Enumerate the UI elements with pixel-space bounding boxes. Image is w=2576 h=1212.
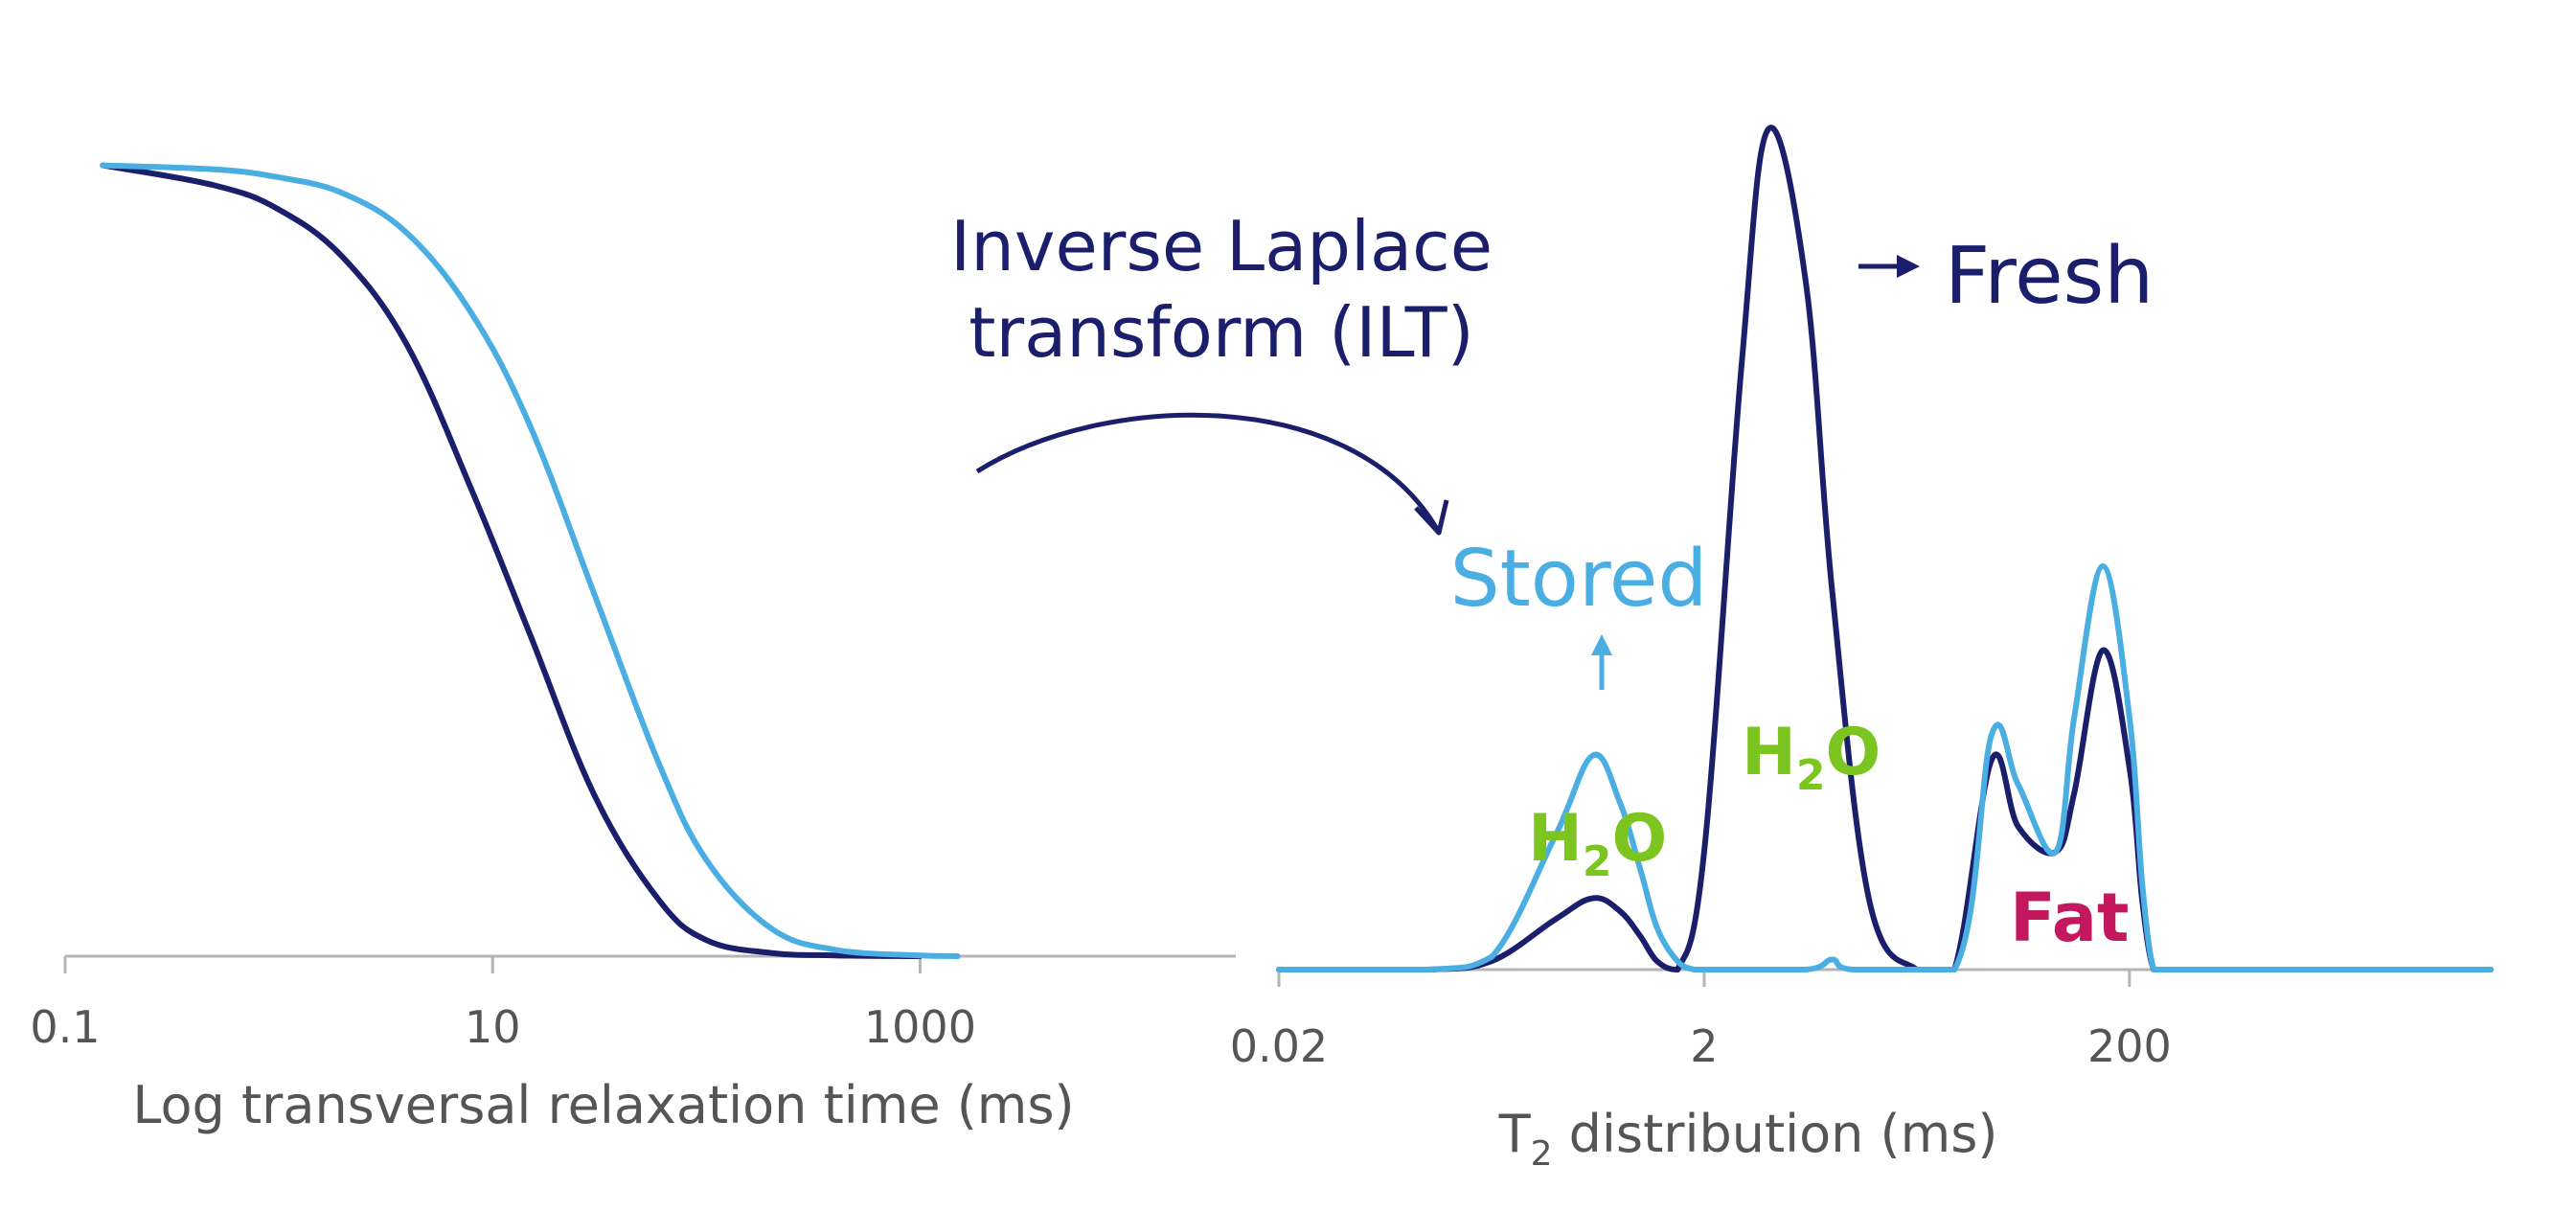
water-label-o: O: [1826, 715, 1881, 790]
water-label-sub: 2: [1583, 837, 1612, 886]
right-series: [1276, 125, 2494, 973]
right-series-fresh-line: [1276, 125, 2494, 973]
left-x-axis-title: Log transversal relaxation time (ms): [132, 1075, 1074, 1135]
right-x-ticks: 0.02 2 200: [1230, 970, 2172, 1072]
right-x-tick-label: 0.02: [1230, 1020, 1328, 1072]
water-label-stored-peak: H2O: [1528, 801, 1667, 886]
water-label-h: H: [1528, 801, 1583, 877]
left-series-stored-line: [100, 162, 961, 959]
ilt-arrowhead-icon: [1414, 499, 1449, 536]
right-series-stored-line: [1276, 563, 2494, 973]
ilt-curved-arrow: [975, 412, 1440, 531]
right-x-axis-title-main: T: [1498, 1104, 1532, 1164]
stored-arrowhead-icon: [1591, 634, 1612, 655]
water-label-h: H: [1742, 715, 1796, 790]
left-x-tick-label: 10: [465, 1001, 521, 1053]
left-series: [100, 162, 961, 959]
right-x-axis-title: T2 distribution (ms): [1498, 1104, 1998, 1174]
t2-distribution-panel: 0.02 2 200 T2 distribution (ms): [1230, 125, 2494, 1174]
fresh-label: Fresh: [1945, 231, 2154, 322]
water-label-o: O: [1612, 801, 1668, 877]
ilt-label-line1: Inverse Laplace: [950, 206, 1493, 286]
right-x-axis-title-sub: 2: [1531, 1134, 1553, 1174]
right-x-axis-title-rest: distribution (ms): [1552, 1104, 1997, 1164]
stored-label: Stored: [1450, 534, 1708, 625]
left-x-ticks: 0.1 10 1000: [30, 956, 976, 1053]
right-x-tick-label: 2: [1690, 1020, 1718, 1072]
right-x-tick-label: 200: [2087, 1020, 2172, 1072]
fresh-arrowhead-icon: [1897, 255, 1920, 278]
water-label-sub: 2: [1796, 751, 1826, 800]
left-x-tick-label: 1000: [864, 1001, 976, 1053]
left-series-fresh-line: [100, 162, 923, 959]
water-label-fresh-peak: H2O: [1742, 715, 1881, 800]
ilt-label-line2: transform (ILT): [969, 292, 1473, 373]
left-x-tick-label: 0.1: [30, 1001, 100, 1053]
decay-curve-panel: 0.1 10 1000 Log transversal relaxation tim…: [30, 162, 1236, 1135]
fat-label: Fat: [2010, 879, 2129, 957]
